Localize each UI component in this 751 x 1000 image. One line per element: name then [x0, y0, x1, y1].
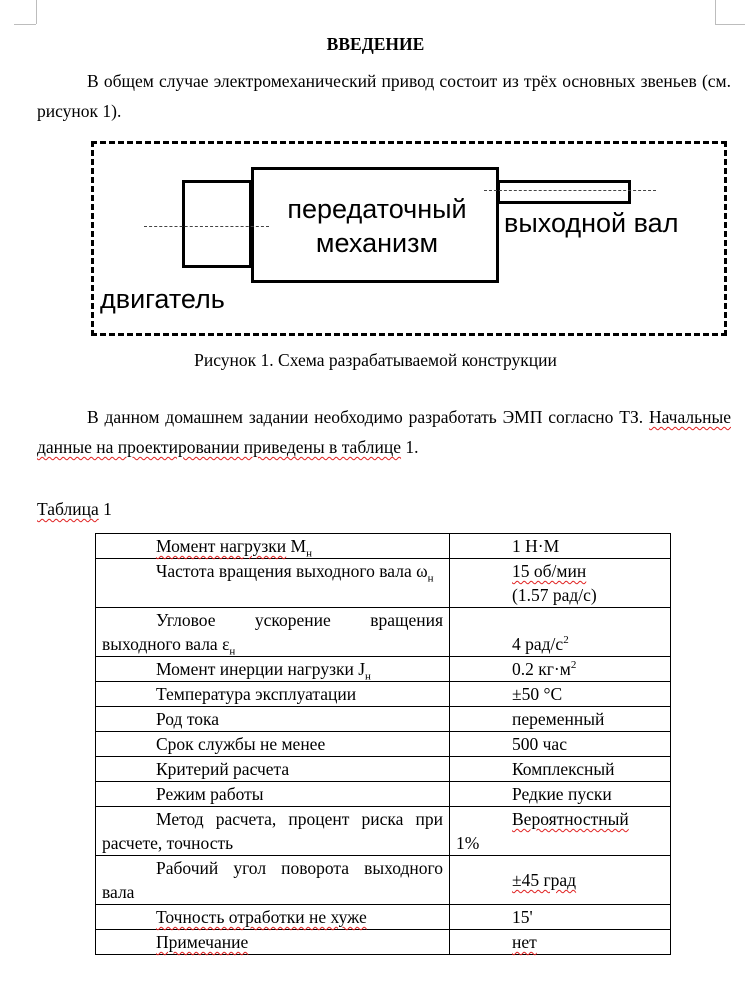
param-name: Примечание [156, 932, 249, 952]
task-paragraph: В данном домашнем задании необходимо раз… [37, 402, 731, 462]
intro-paragraph: В общем случае электромеханический приво… [37, 66, 731, 126]
param-value: ±45 град [512, 870, 577, 890]
table-row: Температура эксплуатации ±50 °С [95, 681, 671, 707]
table-row: Род тока переменный [95, 706, 671, 732]
param-value: 15 об/мин [512, 561, 587, 581]
table-row: Точность отработки не хуже 15' [95, 904, 671, 930]
param-value-2: (1.57 рад/с) [512, 585, 597, 605]
table-row: Момент нагрузки Мн 1 Н·М [95, 533, 671, 560]
param-subscript: н [365, 670, 371, 683]
param-value-2: 1% [456, 833, 480, 853]
param-value: 1 Н·М [449, 533, 671, 559]
page-heading: ВВЕДЕНИЕ [326, 34, 425, 54]
table-row: Частота вращения выходного вала ωн 15 об/… [95, 558, 671, 608]
param-name: Частота вращения выходного вала ω [156, 561, 428, 581]
motor-block [182, 180, 252, 268]
param-name: Угловое ускорение вращения выходного вал… [102, 610, 443, 654]
table-row: Момент инерции нагрузки Jн 0.2 кг·м2 [95, 656, 671, 683]
param-subscript: н [229, 645, 236, 658]
table-label-number: 1 [98, 499, 112, 519]
table-row: Угловое ускорение вращения выходного вал… [95, 607, 671, 658]
table-label: Таблица 1 [37, 499, 112, 520]
param-name: Точность отработки не хуже [156, 907, 367, 927]
param-subscript: н [427, 572, 434, 585]
gear-label-line2: механизм [315, 228, 439, 258]
shaft-label: выходной вал [504, 208, 679, 238]
param-value: 0.2 кг·м [512, 659, 571, 679]
param-name: Момент инерции нагрузки J [156, 659, 366, 679]
motor-label: двигатель [100, 284, 225, 314]
param-name: Режим работы [156, 784, 264, 804]
param-value: переменный [449, 706, 671, 732]
table-row: Критерий расчета Комплексный [95, 756, 671, 782]
param-name: Род тока [156, 709, 219, 729]
param-name: Момент нагрузки [156, 536, 287, 556]
intro-text: В общем случае электромеханический приво… [37, 71, 731, 121]
margin-mark [715, 24, 745, 25]
param-value: Редкие пуски [449, 781, 671, 807]
figure-caption: Рисунок 1. Схема разрабатываемой констру… [194, 350, 557, 370]
task-text-end: 1. [401, 437, 419, 457]
param-name: Срок службы не менее [156, 734, 326, 754]
param-symbol: М [290, 536, 307, 556]
figure-diagram: передаточный механизм выходной вал двигат… [91, 141, 727, 336]
param-name: Метод расчета, процент риска при расчете… [102, 809, 443, 853]
param-value: Комплексный [449, 756, 671, 782]
table-row: Примечание нет [95, 929, 671, 955]
param-value: 4 рад/с [512, 634, 564, 654]
table-row: Рабочий угол поворота выходного вала ±45 … [95, 855, 671, 905]
margin-mark [715, 0, 716, 24]
param-value: ±50 °С [449, 681, 671, 707]
gear-block [251, 167, 499, 283]
param-value: нет [512, 932, 537, 952]
task-text-underlined: Начальные данные на проектировании приве… [37, 407, 731, 457]
param-name: Рабочий угол поворота выходного вала [102, 858, 443, 902]
param-value: 15' [449, 904, 671, 930]
param-subscript: н [306, 547, 312, 560]
input-data-table: Момент нагрузки Мн 1 Н·М Частота вращения… [95, 533, 671, 955]
motor-axis-line [144, 226, 269, 227]
shaft-block [497, 180, 631, 204]
param-superscript: 2 [570, 659, 577, 672]
gear-label-line1: передаточный [287, 194, 467, 224]
shaft-axis-line [484, 190, 656, 191]
table-row: Срок службы не менее 500 час [95, 731, 671, 757]
margin-mark [36, 0, 37, 24]
table-row: Метод расчета, процент риска при расчете… [95, 806, 671, 856]
gear-label: передаточный механизм [267, 192, 487, 260]
task-text: В данном домашнем задании необходимо раз… [87, 407, 649, 427]
param-value: Вероятностный [512, 809, 629, 829]
table-row: Режим работы Редкие пуски [95, 781, 671, 807]
table-label-word: Таблица [37, 499, 99, 519]
param-name: Критерий расчета [156, 759, 290, 779]
param-name: Температура эксплуатации [156, 684, 357, 704]
param-superscript: 2 [563, 634, 569, 647]
margin-mark [14, 24, 36, 25]
param-value: 500 час [449, 731, 671, 757]
